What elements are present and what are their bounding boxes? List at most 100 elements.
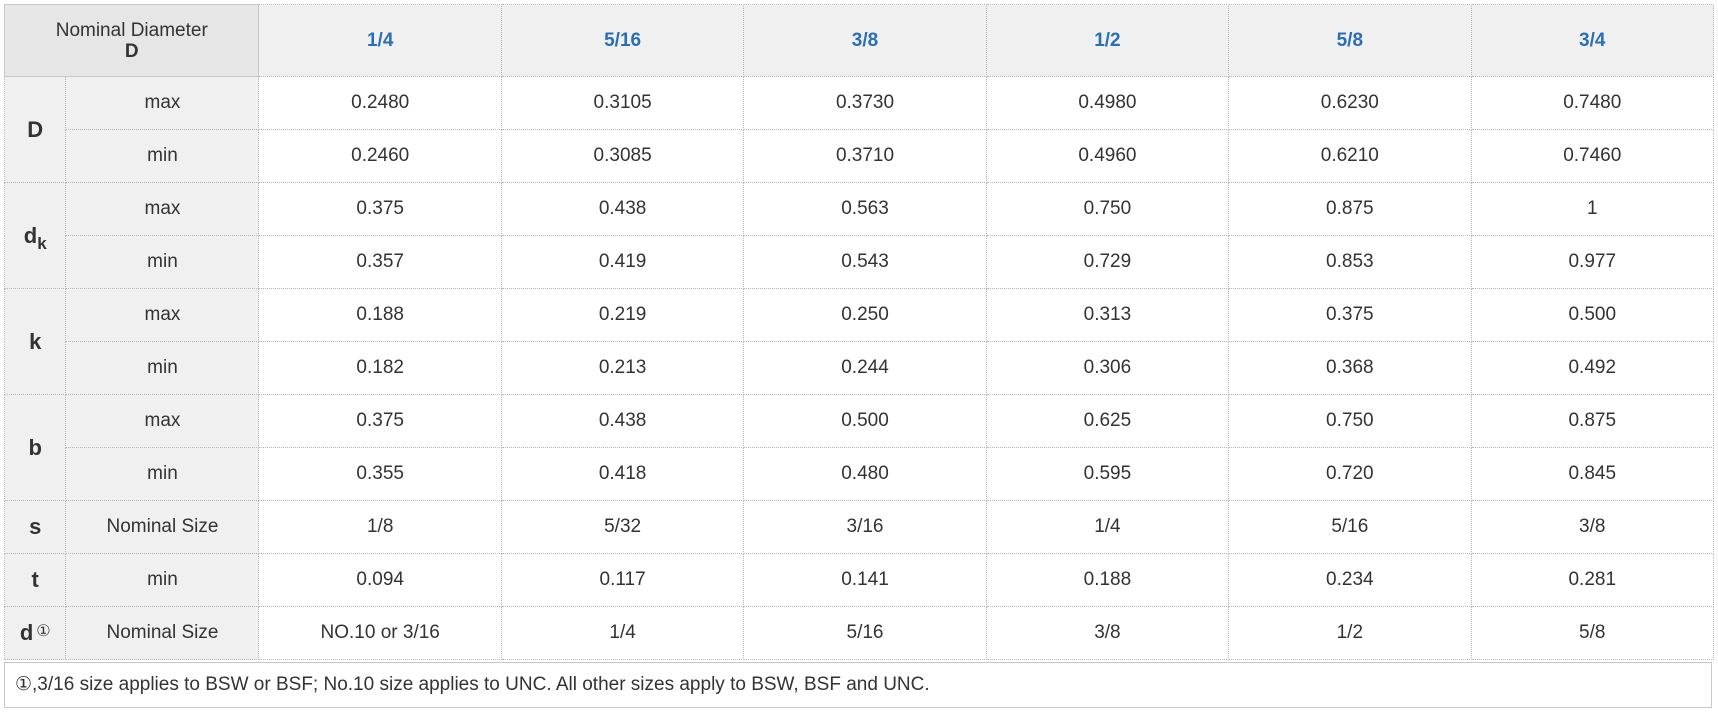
value-cell: 0.182 — [258, 341, 502, 395]
size-header: 1/2 — [985, 4, 1230, 77]
param-cell-k: k — [3, 288, 67, 395]
footnote-marker: ① — [36, 623, 51, 640]
value-cell: 0.977 — [1470, 235, 1715, 289]
param-cell-t: t — [3, 553, 67, 607]
value-cell: 0.375 — [1228, 288, 1472, 342]
value-cell: NO.10 or 3/16 — [258, 606, 502, 660]
value-cell: 0.250 — [743, 288, 987, 342]
value-cell: 0.188 — [985, 553, 1230, 607]
value-cell: 3/8 — [1470, 500, 1715, 554]
param-label: d — [19, 620, 34, 645]
value-cell: 0.313 — [985, 288, 1230, 342]
value-cell: 0.306 — [985, 341, 1230, 395]
param-cell-dk: dk — [3, 182, 67, 289]
table-row: s Nominal Size 1/8 5/32 3/16 1/4 5/16 3/… — [3, 500, 1715, 554]
value-cell: 1/4 — [500, 606, 745, 660]
param-label: b — [28, 434, 42, 460]
value-cell: 0.213 — [500, 341, 745, 395]
value-cell: 0.244 — [743, 341, 987, 395]
nominal-diameter-label: Nominal Diameter — [55, 19, 208, 41]
value-cell: 0.625 — [985, 394, 1230, 448]
value-cell: 0.480 — [743, 447, 987, 501]
value-cell: 0.500 — [1470, 288, 1715, 342]
value-cell: 0.3085 — [500, 129, 745, 183]
value-cell: 0.281 — [1470, 553, 1715, 607]
limit-cell: min — [65, 235, 260, 289]
value-cell: 0.438 — [500, 182, 745, 236]
value-cell: 1 — [1470, 182, 1715, 236]
param-label: s — [29, 514, 42, 539]
param-label: t — [31, 567, 39, 592]
value-cell: 0.2460 — [258, 129, 502, 183]
nominal-diameter-symbol: D — [124, 40, 139, 62]
limit-cell: Nominal Size — [65, 606, 260, 660]
limit-cell: max — [65, 288, 260, 342]
param-label: D — [27, 116, 44, 142]
table-row: b max 0.375 0.438 0.500 0.625 0.750 0.87… — [3, 394, 1715, 501]
size-header: 1/4 — [258, 4, 502, 77]
value-cell: 0.3105 — [500, 76, 745, 130]
value-cell: 0.234 — [1228, 553, 1472, 607]
value-cell: 0.355 — [258, 447, 502, 501]
table-row: D max 0.2480 0.3105 0.3730 0.4980 0.6230… — [3, 76, 1715, 183]
value-cell: 1/2 — [1228, 606, 1472, 660]
table-row: min 0.357 0.419 0.543 0.729 0.853 0.977 — [5, 235, 1715, 289]
value-cell: 0.419 — [500, 235, 745, 289]
value-cell: 0.2480 — [258, 76, 502, 130]
value-cell: 0.375 — [258, 394, 502, 448]
nominal-diameter-header: Nominal Diameter D — [3, 4, 260, 77]
value-cell: 0.418 — [500, 447, 745, 501]
value-cell: 0.6230 — [1228, 76, 1472, 130]
param-cell-s: s — [3, 500, 67, 554]
value-cell: 0.720 — [1228, 447, 1472, 501]
value-cell: 0.750 — [1228, 394, 1472, 448]
table-row: min 0.182 0.213 0.244 0.306 0.368 0.492 — [5, 341, 1715, 395]
value-cell: 0.438 — [500, 394, 745, 448]
value-cell: 5/8 — [1470, 606, 1715, 660]
value-cell: 0.492 — [1470, 341, 1715, 395]
header-row: Nominal Diameter D 1/4 5/16 3/8 1/2 5/8 … — [3, 4, 1715, 77]
value-cell: 0.3730 — [743, 76, 987, 130]
value-cell: 0.357 — [258, 235, 502, 289]
value-cell: 0.845 — [1470, 447, 1715, 501]
param-cell-D: D — [3, 76, 67, 183]
value-cell: 0.7480 — [1470, 76, 1715, 130]
value-cell: 3/16 — [743, 500, 987, 554]
size-header: 5/8 — [1228, 4, 1472, 77]
size-header: 3/4 — [1470, 4, 1715, 77]
footnote: ①,3/16 size applies to BSW or BSF; No.10… — [4, 662, 1712, 708]
value-cell: 0.141 — [743, 553, 987, 607]
size-header: 5/16 — [500, 4, 745, 77]
table-row: min 0.2460 0.3085 0.3710 0.4960 0.6210 0… — [5, 129, 1715, 183]
table-row: dk max 0.375 0.438 0.563 0.750 0.875 1 — [3, 182, 1715, 289]
value-cell: 5/16 — [743, 606, 987, 660]
value-cell: 0.875 — [1470, 394, 1715, 448]
value-cell: 0.563 — [743, 182, 987, 236]
limit-cell: min — [65, 129, 260, 183]
param-subscript: k — [37, 233, 47, 253]
size-header: 3/8 — [743, 4, 987, 77]
table-row: t min 0.094 0.117 0.141 0.188 0.234 0.28… — [3, 553, 1715, 607]
value-cell: 3/8 — [985, 606, 1230, 660]
dimensions-table: Nominal Diameter D 1/4 5/16 3/8 1/2 5/8 … — [3, 4, 1715, 660]
limit-cell: min — [65, 341, 260, 395]
limit-cell: max — [65, 76, 260, 130]
param-label: k — [29, 328, 42, 354]
value-cell: 5/32 — [500, 500, 745, 554]
param-label: d — [23, 222, 38, 248]
limit-cell: min — [65, 447, 260, 501]
limit-cell: min — [65, 553, 260, 607]
value-cell: 0.750 — [985, 182, 1230, 236]
value-cell: 0.117 — [500, 553, 745, 607]
value-cell: 5/16 — [1228, 500, 1472, 554]
limit-cell: max — [65, 182, 260, 236]
value-cell: 0.729 — [985, 235, 1230, 289]
value-cell: 1/8 — [258, 500, 502, 554]
value-cell: 0.375 — [258, 182, 502, 236]
limit-cell: max — [65, 394, 260, 448]
value-cell: 0.4980 — [985, 76, 1230, 130]
value-cell: 0.853 — [1228, 235, 1472, 289]
value-cell: 0.219 — [500, 288, 745, 342]
